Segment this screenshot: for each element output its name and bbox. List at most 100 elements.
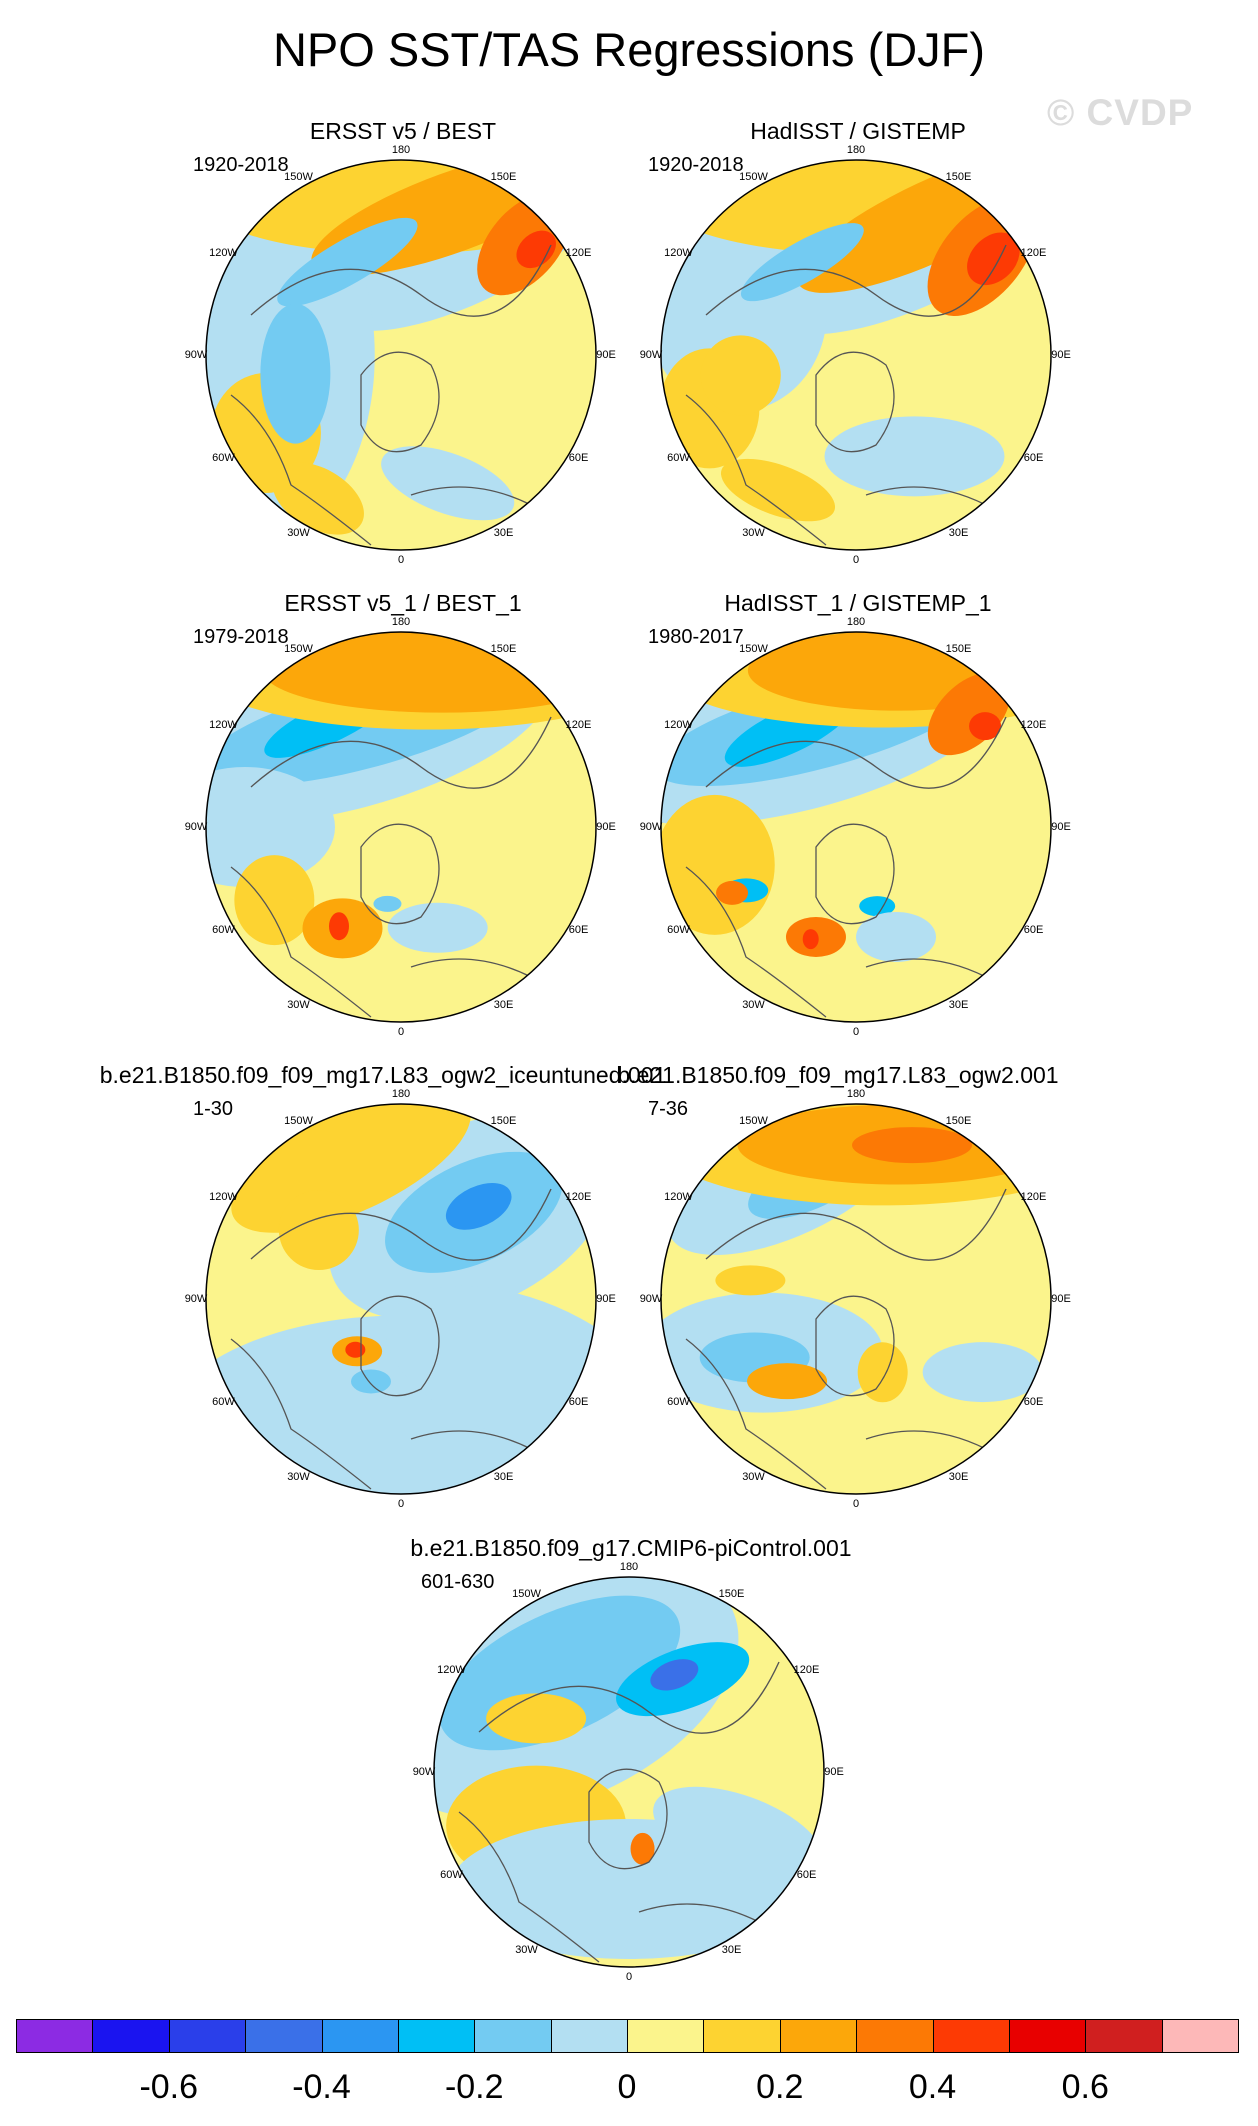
longitude-label: 120E xyxy=(1020,718,1047,731)
panel-title: ERSST v5_1 / BEST_1 xyxy=(284,590,522,616)
longitude-label: 60E xyxy=(1023,923,1044,936)
longitude-label: 30E xyxy=(948,1470,969,1483)
longitude-label: 90W xyxy=(639,1293,663,1305)
longitude-label: 60W xyxy=(667,923,690,936)
regression-contour xyxy=(653,1786,824,1884)
longitude-label: 60E xyxy=(1023,1395,1044,1408)
panel-title: HadISST_1 / GISTEMP_1 xyxy=(724,590,992,616)
longitude-label: 150E xyxy=(718,1588,745,1601)
regression-contour xyxy=(852,1127,973,1164)
longitude-label: 150W xyxy=(512,1588,541,1601)
coastline xyxy=(230,866,372,1018)
panel-title: b.e21.B1850.f09_f09_mg17.L83_ogw2_iceunt… xyxy=(99,1062,667,1088)
regression-contour xyxy=(516,230,556,269)
longitude-label: 30E xyxy=(948,526,969,539)
regression-contour xyxy=(747,1363,828,1400)
longitude-label: 120W xyxy=(664,1190,693,1203)
regression-contour xyxy=(231,1104,471,1233)
regression-contour xyxy=(650,1659,699,1691)
longitude-label: 60W xyxy=(440,1868,463,1881)
regression-contour xyxy=(630,1832,655,1865)
regression-contour xyxy=(350,1369,391,1394)
map-field xyxy=(434,1577,824,1967)
panel-period: 1979-2018 xyxy=(193,626,289,648)
longitude-label: 0 xyxy=(625,1971,633,1983)
regression-contour xyxy=(433,850,554,911)
coastline xyxy=(685,866,827,1018)
regression-contour xyxy=(700,335,781,416)
longitude-label: 150E xyxy=(490,1115,517,1128)
longitude-label: 0 xyxy=(397,1498,405,1510)
panel-period: 1-30 xyxy=(193,1098,234,1120)
cvdp-watermark: © CVDP xyxy=(1047,92,1194,133)
longitude-label: 150E xyxy=(490,643,517,656)
longitude-label: 60W xyxy=(212,923,235,936)
map-panel: b.e21.B1850.f09_g17.CMIP6-piControl.001 … xyxy=(401,1535,861,1985)
longitude-label: 180 xyxy=(846,1088,866,1100)
coastline xyxy=(588,1768,668,1870)
longitude-label: 60E xyxy=(568,1395,589,1408)
colorbar-swatch xyxy=(245,2019,323,2053)
regression-contour xyxy=(824,416,1005,497)
regression-contour xyxy=(969,712,1002,741)
figure-title: NPO SST/TAS Regressions (DJF) xyxy=(272,23,986,76)
longitude-label: 60E xyxy=(1023,451,1044,464)
longitude-label: 90E xyxy=(596,821,616,833)
longitude-label: 30W xyxy=(287,1470,310,1483)
colorbar-swatch xyxy=(1008,2019,1087,2053)
longitude-label: 120W xyxy=(664,718,693,731)
longitude-label: 0 xyxy=(397,1026,405,1038)
regression-contour xyxy=(661,794,775,935)
longitude-label: 60E xyxy=(568,451,589,464)
colorbar-tick-label: -0.6 xyxy=(139,2068,199,2106)
longitude-label: 120E xyxy=(1020,246,1047,259)
longitude-label: 180 xyxy=(391,1088,411,1100)
longitude-label: 0 xyxy=(852,1026,860,1038)
panel-title: HadISST / GISTEMP xyxy=(750,118,966,144)
coastline xyxy=(458,1811,600,1963)
longitude-label: 90E xyxy=(596,1293,616,1305)
regression-contour xyxy=(345,1341,366,1358)
longitude-label: 150E xyxy=(490,171,517,184)
coastline xyxy=(250,716,552,789)
longitude-label: 60W xyxy=(667,451,690,464)
colorbar-swatch xyxy=(627,2019,705,2053)
map-border xyxy=(660,1103,1052,1495)
longitude-label: 120W xyxy=(209,246,238,259)
longitude-label: 90E xyxy=(1051,821,1071,833)
longitude-label: 180 xyxy=(391,144,411,156)
map-panel: ERSST v5_1 / BEST_1 1979-2018 180 150E 120… xyxy=(173,590,633,1040)
longitude-label: 60W xyxy=(212,451,235,464)
coastline xyxy=(685,394,827,546)
longitude-label: 0 xyxy=(852,554,860,566)
longitude-label: 150E xyxy=(945,171,972,184)
longitude-label: 30W xyxy=(287,998,310,1011)
regression-contour xyxy=(373,895,402,912)
map-field xyxy=(206,160,596,550)
longitude-label: 120W xyxy=(209,1190,238,1203)
map-border xyxy=(433,1576,825,1968)
longitude-label: 30W xyxy=(742,526,765,539)
longitude-label: 150W xyxy=(284,643,313,656)
colorbar-swatch xyxy=(1161,2019,1239,2053)
colorbar-tick-label: 0.2 xyxy=(756,2068,804,2106)
longitude-label: 60E xyxy=(796,1868,817,1881)
colorbar-tick-label: 0 xyxy=(617,2068,637,2106)
colorbar-swatch xyxy=(92,2019,170,2053)
coastline xyxy=(230,394,372,546)
longitude-label: 120W xyxy=(209,718,238,731)
regression-contour xyxy=(720,458,836,522)
regression-contour xyxy=(277,217,418,307)
longitude-label: 180 xyxy=(391,616,411,628)
longitude-label: 90W xyxy=(184,821,208,833)
regression-contour xyxy=(262,632,596,713)
coastline xyxy=(478,1661,780,1734)
panel-title: b.e21.B1850.f09_f09_mg17.L83_ogw2.001 xyxy=(617,1062,1059,1088)
panel-period: 601-630 xyxy=(421,1571,495,1593)
regression-contour xyxy=(486,1693,587,1744)
colorbar-swatch xyxy=(397,2019,476,2053)
longitude-label: 0 xyxy=(852,1498,860,1510)
map-panel: ERSST v5 / BEST 1920-2018 180 150E 120E 90E… xyxy=(173,118,633,568)
regression-contour xyxy=(272,462,364,535)
regression-contour xyxy=(381,446,515,521)
